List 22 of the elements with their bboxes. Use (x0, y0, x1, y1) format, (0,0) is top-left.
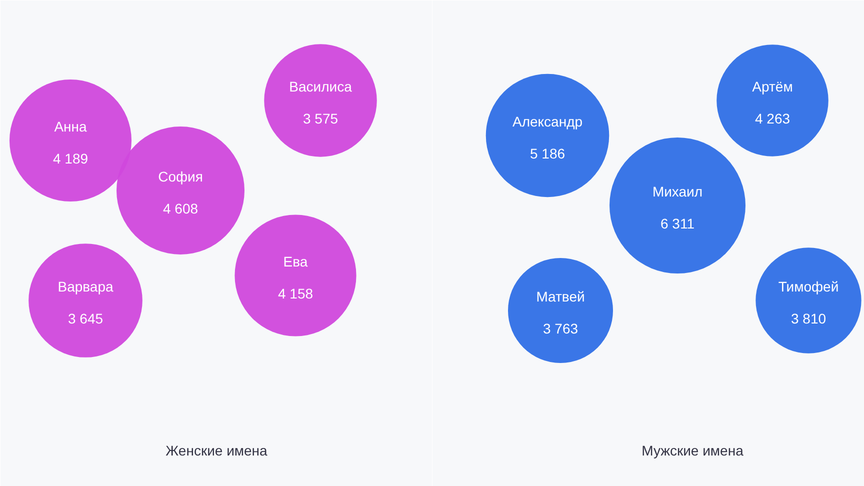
data-label: 5 186 (530, 146, 566, 162)
category-label: Михаил (652, 184, 703, 200)
category-label: Варвара (58, 278, 114, 294)
category-label: Матвей (536, 288, 585, 304)
category-label: Артём (752, 78, 793, 94)
category-label: Тимофей (778, 278, 839, 294)
data-label: 6 311 (660, 216, 695, 232)
category-label: София (158, 168, 203, 184)
data-label: 3 810 (790, 310, 826, 326)
text: Мужские имена (642, 442, 744, 458)
category-label: Ева (283, 254, 308, 270)
text: Женские имена (166, 442, 268, 458)
data-label: 3 645 (68, 310, 104, 326)
category-label: Александр (512, 114, 583, 130)
data-label: 4 189 (52, 150, 88, 166)
category-label: Василиса (289, 78, 352, 94)
data-label: 4 608 (162, 200, 198, 216)
data-label: 3 575 (302, 110, 338, 126)
category-label: Анна (54, 118, 88, 134)
data-label: 4 158 (278, 286, 314, 302)
data-label: 3 763 (542, 320, 578, 336)
data-label: 4 263 (754, 110, 790, 126)
